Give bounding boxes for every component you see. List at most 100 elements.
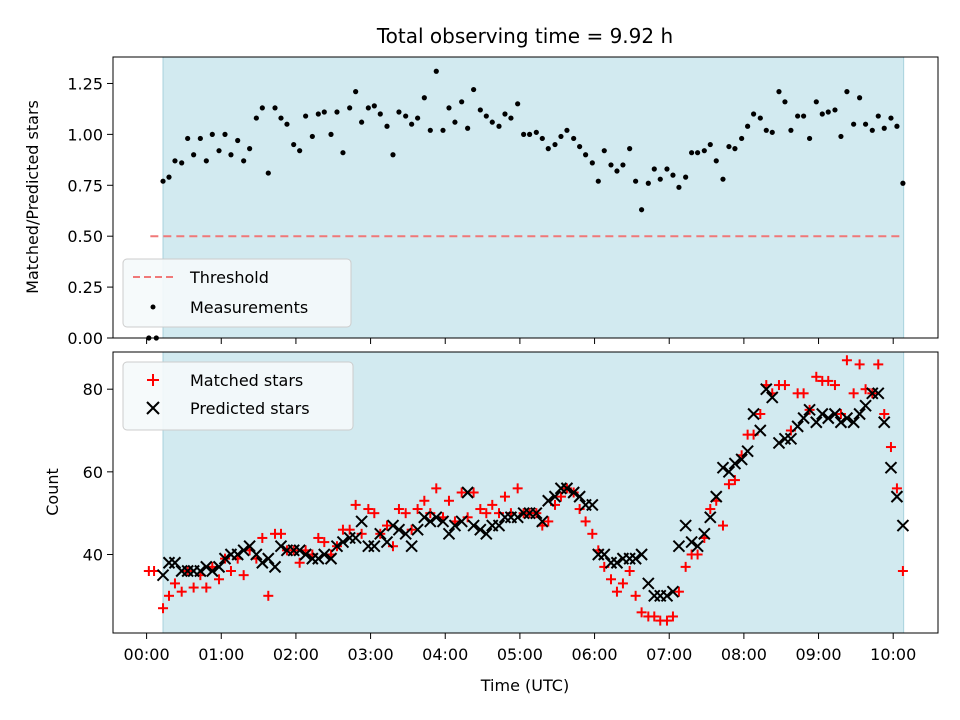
measurement-point — [160, 178, 166, 184]
matched-star-point — [238, 570, 249, 581]
matched-star-point — [879, 408, 890, 419]
matched-star-point — [673, 586, 684, 597]
matched-star-point — [512, 483, 523, 494]
predicted-star-point — [336, 535, 350, 549]
measurement-point — [172, 158, 178, 164]
matched-star-point — [811, 371, 822, 382]
matched-star-point — [636, 607, 647, 618]
measurement-point — [788, 127, 794, 133]
predicted-star-point — [212, 560, 226, 574]
matched-star-point — [897, 566, 908, 577]
matched-star-point — [649, 611, 660, 622]
measurement-point — [589, 160, 595, 166]
matched-star-point — [605, 574, 616, 585]
predicted-star-point — [411, 523, 424, 536]
measurement-point — [763, 127, 769, 133]
predicted-star-point — [530, 506, 543, 520]
measurement-point — [315, 111, 321, 117]
measurement-point — [713, 158, 719, 164]
measurement-point — [720, 176, 726, 182]
predicted-star-point — [386, 519, 400, 532]
measurement-point — [496, 123, 502, 129]
measurement-point — [409, 121, 415, 127]
matched-star-point — [692, 549, 703, 560]
measurement-point — [403, 113, 409, 119]
predicted-star-point — [679, 519, 692, 532]
top-legend: Threshold Measurements — [122, 258, 352, 328]
measurement-point — [638, 207, 645, 213]
predicted-star-point — [399, 527, 412, 541]
matched-star-point — [387, 541, 398, 552]
matched-star-point — [313, 532, 324, 543]
x-tick-label: 09:00 — [795, 645, 841, 664]
matched-star-point — [891, 483, 902, 494]
measurement-point — [683, 174, 689, 180]
predicted-star-point — [405, 540, 418, 553]
matched-star-point — [425, 508, 436, 519]
measurement-point — [197, 135, 203, 142]
matched-star-point — [487, 499, 498, 510]
predicted-star-point — [467, 519, 480, 532]
matched-star-point — [350, 499, 361, 510]
predicted-star-point — [218, 552, 232, 565]
predicted-star-point — [691, 540, 704, 553]
predicted-star-point — [660, 589, 674, 603]
predicted-star-point — [318, 548, 331, 561]
predicted-star-point — [256, 556, 269, 569]
predicted-star-point — [293, 544, 306, 557]
predicted-star-point — [480, 527, 493, 541]
predicted-star-point — [803, 403, 816, 417]
predicted-legend-label: Predicted stars — [190, 399, 310, 418]
matched-star-point — [667, 611, 678, 622]
measurements-legend-swatch — [150, 304, 156, 310]
measurement-point — [676, 184, 682, 190]
measurement-point — [707, 141, 713, 148]
predicted-star-point — [890, 490, 904, 503]
x-tick-label: 08:00 — [721, 645, 767, 664]
matched-star-point — [188, 582, 199, 593]
measurement-point — [750, 111, 757, 117]
measurement-point — [222, 131, 228, 137]
x-axis-label: Time (UTC) — [480, 676, 569, 695]
predicted-star-point — [685, 535, 698, 549]
predicted-star-point — [299, 548, 312, 561]
top-y-tick-label: 0.50 — [67, 227, 103, 246]
predicted-star-point — [548, 490, 562, 503]
measurement-point — [645, 180, 651, 186]
measurement-point — [253, 115, 259, 121]
measurement-point — [179, 160, 185, 166]
predicted-star-point — [573, 490, 586, 503]
matched-star-point — [369, 508, 380, 519]
predicted-star-point — [200, 560, 213, 574]
matched-star-point — [823, 375, 834, 386]
x-tick-label: 06:00 — [572, 645, 618, 664]
measurement-point — [533, 129, 539, 135]
matched-star-point — [798, 388, 809, 399]
measurement-point — [347, 105, 353, 111]
predicted-star-point — [349, 531, 362, 545]
measurement-point — [689, 150, 695, 156]
matched-star-point — [705, 504, 716, 515]
measurement-point — [502, 111, 508, 117]
predicted-star-point — [666, 585, 680, 598]
measurement-point — [297, 148, 303, 154]
top-y-tick-label: 1.00 — [67, 125, 103, 144]
measurement-point — [515, 101, 521, 107]
measurement-point — [309, 133, 315, 140]
predicted-star-point — [392, 523, 406, 536]
measurement-point — [888, 115, 894, 121]
measurement-point — [539, 135, 545, 142]
matched-star-point — [263, 590, 274, 601]
x-tick-label: 04:00 — [422, 645, 468, 664]
measurement-point — [477, 107, 483, 113]
measurement-point — [757, 115, 763, 121]
x-tick-label: 07:00 — [646, 645, 692, 664]
predicted-star-point — [461, 486, 474, 499]
predicted-star-point — [698, 527, 711, 541]
measurement-point — [670, 172, 676, 178]
matched-star-point — [624, 566, 635, 577]
matched-star-point — [475, 504, 486, 515]
predicted-star-point — [840, 411, 854, 425]
matched-star-point — [543, 516, 554, 527]
matched-star-point — [443, 495, 454, 506]
